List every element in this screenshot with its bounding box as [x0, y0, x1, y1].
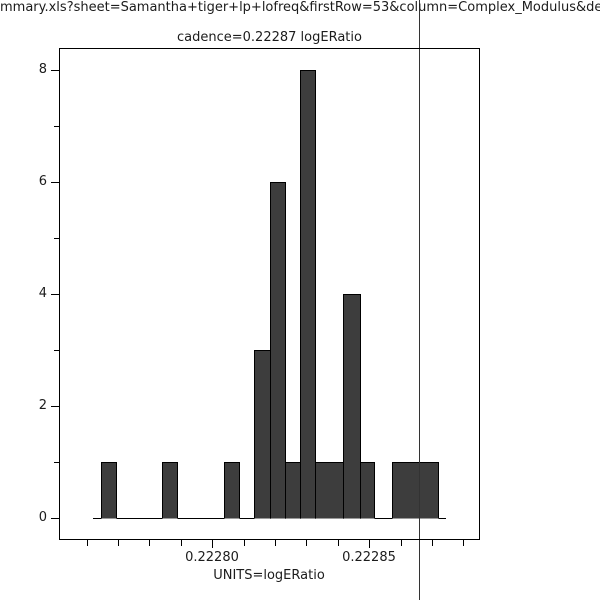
y-axis-tick — [51, 406, 59, 407]
x-axis-tick — [118, 540, 119, 546]
y-axis-tick — [51, 182, 59, 183]
histogram-bar — [224, 462, 240, 519]
histogram-bar — [360, 462, 375, 519]
x-axis-tick — [401, 540, 402, 546]
y-tick-label: 6 — [38, 174, 47, 189]
histogram-bar — [392, 462, 439, 519]
cadence-marker-line — [419, 0, 420, 600]
histogram-bar — [162, 462, 178, 519]
x-tick-label: 0.22285 — [342, 550, 396, 565]
x-axis-tick — [338, 540, 339, 546]
y-axis-tick — [54, 126, 59, 127]
y-tick-label: 4 — [38, 286, 47, 301]
chart-title-line2: cadence=0.22287 logERatio — [177, 30, 362, 45]
y-axis-tick — [54, 350, 59, 351]
x-axis-tick — [463, 540, 464, 546]
y-axis-tick — [51, 294, 59, 295]
y-tick-label: 2 — [38, 398, 47, 413]
y-tick-label: 8 — [38, 62, 47, 77]
histogram-bar — [101, 462, 117, 519]
plot-frame — [59, 48, 480, 540]
x-axis-tick — [306, 540, 307, 546]
x-axis-tick — [212, 540, 213, 548]
histogram-bar — [270, 182, 286, 519]
x-axis-tick — [149, 540, 150, 546]
chart-title-line1: mmary.xls?sheet=Samantha+tiger+lp+lofreq… — [0, 0, 600, 15]
histogram-bar — [343, 294, 361, 519]
x-axis-tick — [181, 540, 182, 546]
histogram-bar — [300, 70, 316, 519]
y-axis-tick — [54, 238, 59, 239]
y-tick-label: 0 — [38, 510, 47, 525]
x-axis-title: UNITS=logERatio — [213, 568, 325, 583]
x-tick-label: 0.22280 — [185, 550, 239, 565]
y-axis-tick — [51, 518, 59, 519]
x-axis-tick — [432, 540, 433, 546]
x-axis-tick — [275, 540, 276, 546]
y-axis-tick — [54, 462, 59, 463]
x-axis-tick — [244, 540, 245, 546]
x-axis-tick — [87, 540, 88, 546]
x-axis-tick — [369, 540, 370, 548]
y-axis-tick — [51, 70, 59, 71]
